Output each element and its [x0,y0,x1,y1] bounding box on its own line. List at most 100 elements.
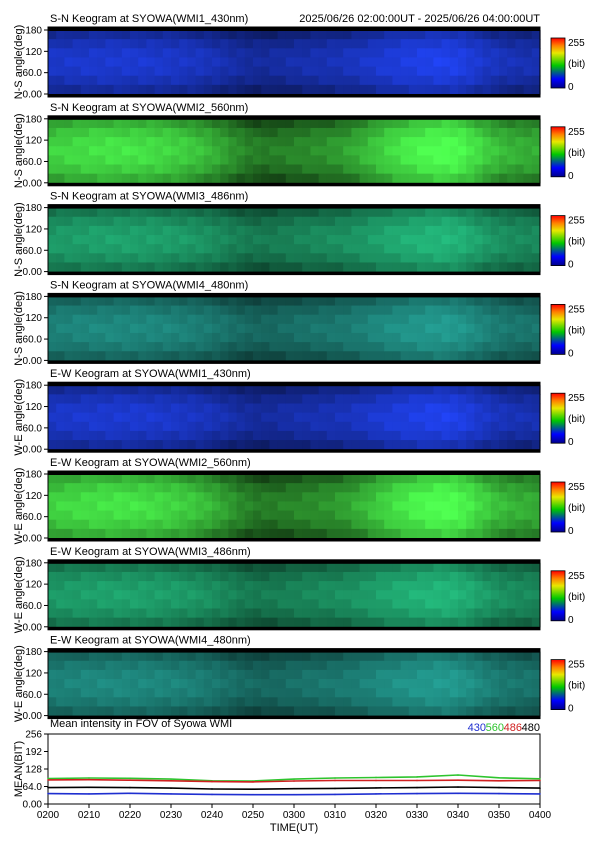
keogram-cell [228,385,238,395]
keogram-cell [236,430,246,441]
keogram-cell [64,323,74,334]
keogram-cell [261,351,270,361]
keogram-cell [466,164,475,175]
keogram-cell [236,75,246,86]
keogram-cell [203,528,213,539]
keogram-cell [220,430,229,441]
keogram-cell [277,571,287,582]
keogram-cell [433,679,443,689]
keogram-cell [499,332,508,343]
keogram-cell [203,323,213,334]
keogram-cell [64,608,74,619]
keogram-cell [212,57,221,68]
keogram-cell [376,164,385,175]
keogram-cell [490,412,500,423]
keogram-cell [195,669,205,680]
keogram-cell [56,66,65,77]
keogram-cell [310,155,320,166]
keogram-cell [171,706,180,717]
keogram-cell [203,164,213,175]
keogram-cell [310,421,320,432]
keogram-cell [335,30,344,40]
keogram-cell [376,146,385,156]
keogram-cell [392,651,402,662]
keogram-cell [195,385,205,395]
keogram-cell [523,323,533,334]
keogram-cell [56,669,65,680]
colorbar-unit-label: (bit) [568,148,585,159]
keogram-cell [154,385,164,395]
keogram-cell [318,305,328,316]
keogram-cell [474,385,484,395]
keogram-cell [441,688,451,698]
keogram-cell [195,244,205,254]
keogram-cell [310,66,320,77]
keogram-cell [253,296,262,307]
keogram-cell [474,164,484,175]
keogram-cell [474,590,484,600]
keogram-cell [138,127,147,138]
keogram-cell [351,403,361,414]
keogram-cell [195,342,205,352]
keogram-cell [400,305,410,316]
keogram-cell [244,173,254,184]
keogram-cell [482,651,492,662]
keogram-cell [376,510,385,521]
keogram-cell [302,510,311,521]
keogram-cell [335,262,344,273]
keogram-cell [449,296,459,307]
keogram-cell [121,430,131,441]
keogram-cell [72,262,82,273]
keogram-cell [228,501,238,512]
keogram-cell [499,253,508,264]
keogram-cell [367,75,377,86]
keogram-cell [212,492,221,503]
keogram-cell [121,581,131,591]
keogram-cell [212,590,221,600]
keogram-cell [212,421,221,432]
keogram-cell [244,599,254,610]
keogram-cell [269,351,279,361]
keogram-cell [531,394,541,405]
keogram-cell [261,430,270,441]
keogram-cell [121,39,131,49]
keogram-cell [97,146,106,156]
keogram-cell [318,84,328,95]
keogram-cell [499,39,508,49]
keogram-cell [154,235,164,245]
keogram-cell [72,430,82,441]
keogram-cell [236,660,246,671]
keogram-cell [154,296,164,307]
keogram-cell [531,57,541,68]
keogram-cell [531,571,541,582]
keogram-cell [113,342,123,352]
keogram-cell [499,562,508,573]
keogram-cell [236,332,246,343]
keogram-cell [253,421,262,432]
keogram-cell [97,421,106,432]
keogram-cell [261,510,270,521]
keogram-cell [458,305,467,316]
keogram-cell [48,39,57,49]
keogram-cell [326,501,336,512]
keogram-cell [212,173,221,184]
keogram-cell [269,706,279,717]
keogram-cell [359,351,369,361]
keogram-cell [72,305,82,316]
data-point [375,793,377,795]
keogram-cell [466,660,475,671]
keogram-cell [441,323,451,334]
keogram-cell [72,84,82,95]
keogram-cell [433,501,443,512]
data-point [88,777,90,779]
keogram-cell [195,688,205,698]
keogram-cell [212,501,221,512]
keogram-cell [228,305,238,316]
keogram-cell [244,66,254,77]
keogram-cell [277,332,287,343]
keogram-cell [236,492,246,503]
keogram-cell [72,412,82,423]
keogram-cell [64,421,74,432]
keogram-cell [162,510,172,521]
x-tick-label: 0330 [406,810,429,821]
